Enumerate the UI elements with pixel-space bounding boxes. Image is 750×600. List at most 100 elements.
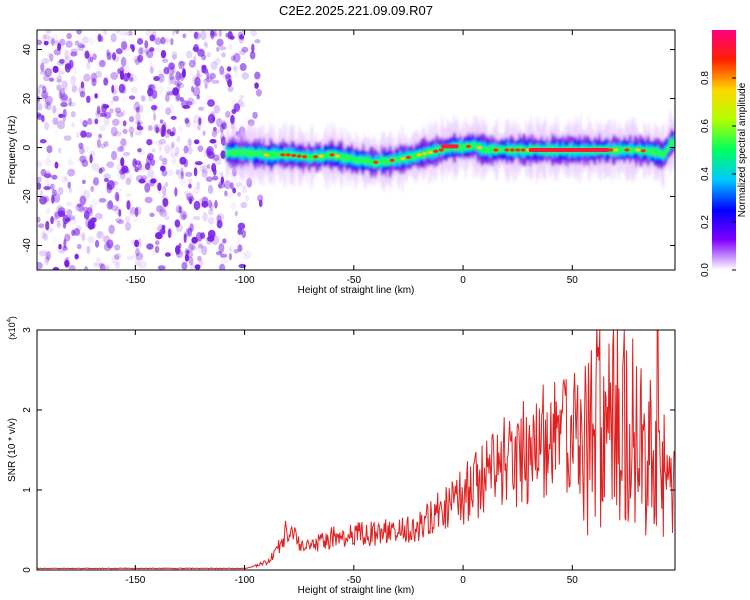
noise-dot	[213, 105, 221, 114]
noise-dot	[178, 72, 184, 79]
noise-dot	[169, 73, 174, 81]
noise-dot	[202, 211, 208, 222]
noise-dot	[161, 58, 169, 63]
noise-dot	[45, 254, 50, 263]
noise-dot	[141, 178, 147, 184]
noise-dot	[186, 97, 195, 106]
noise-dot	[132, 252, 138, 260]
noise-dot	[112, 118, 120, 127]
noise-dot	[106, 183, 112, 191]
ridge-peak	[313, 155, 319, 159]
noise-dot	[207, 217, 215, 225]
spectrogram-y-ticks: -40 -20 0 20 40	[22, 44, 675, 253]
noise-dot	[141, 95, 146, 102]
noise-dot	[215, 158, 222, 166]
x-tick-label: 50	[567, 575, 579, 586]
noise-dot	[94, 93, 98, 99]
noise-dot	[116, 153, 124, 163]
noise-dot	[130, 132, 134, 138]
noise-dot	[135, 111, 141, 122]
noise-dot	[68, 264, 76, 270]
noise-dot	[164, 182, 169, 187]
noise-dot	[122, 120, 127, 127]
noise-dot	[153, 76, 160, 82]
noise-dot	[218, 30, 222, 37]
noise-dot	[254, 82, 259, 89]
ridge-peak	[302, 155, 308, 159]
noise-dot	[60, 175, 69, 183]
snr-y-label: SNR (10 * v/v)	[7, 418, 18, 482]
colorbar-tick-label: 0.2	[700, 215, 711, 229]
noise-dot	[198, 198, 203, 207]
noise-dot	[155, 102, 163, 110]
noise-dot	[230, 55, 236, 62]
noise-dot	[78, 44, 86, 49]
noise-dot	[110, 33, 117, 43]
noise-dot	[184, 171, 193, 177]
noise-dot	[141, 175, 148, 180]
noise-dot	[183, 190, 192, 196]
noise-dot	[58, 113, 64, 119]
spectrogram-x-label: Height of straight line (km)	[298, 285, 415, 296]
noise-dot	[70, 48, 79, 54]
noise-dot	[73, 214, 78, 224]
y-tick-label: -40	[22, 238, 33, 253]
noise-dot	[150, 178, 157, 184]
noise-dot	[138, 178, 146, 184]
ridge-peak	[263, 153, 269, 157]
noise-dot	[149, 61, 153, 70]
ridge-peaks	[263, 144, 646, 164]
noise-dot	[54, 40, 63, 45]
noise-dot	[179, 156, 187, 165]
noise-dot	[68, 101, 76, 107]
noise-dot	[211, 79, 220, 84]
noise-dot	[164, 38, 170, 43]
noise-dot	[106, 49, 110, 57]
noise-dot	[126, 255, 134, 261]
ridge-peak	[476, 145, 482, 150]
noise-dot	[108, 224, 115, 235]
noise-dot	[159, 209, 168, 218]
noise-dot	[144, 48, 150, 54]
noise-dot	[37, 216, 41, 223]
noise-dot	[218, 243, 225, 253]
x-tick-label: -100	[235, 275, 255, 286]
noise-dot	[159, 204, 165, 215]
noise-dot	[53, 193, 61, 203]
noise-dot	[89, 154, 93, 164]
noise-dot	[242, 185, 248, 194]
noise-dot	[182, 214, 187, 219]
noise-dot	[222, 238, 227, 244]
noise-dot	[114, 84, 118, 92]
noise-dot	[137, 148, 142, 153]
noise-dot	[161, 185, 167, 196]
ridge-peak	[608, 148, 614, 152]
ridge-peak	[515, 148, 521, 152]
noise-dot	[114, 244, 121, 251]
noise-dot	[47, 52, 52, 58]
noise-dot	[76, 30, 82, 35]
noise-dot	[240, 251, 248, 261]
noise-dot	[153, 182, 159, 190]
ridge-peak	[389, 158, 395, 163]
noise-dot	[69, 59, 76, 68]
noise-dot	[220, 133, 225, 142]
y-tick-label: 0	[22, 144, 33, 150]
noise-dot	[41, 115, 45, 123]
noise-dot	[115, 218, 123, 224]
noise-dot	[64, 259, 70, 268]
noise-dot	[98, 262, 104, 269]
noise-dot	[79, 195, 87, 206]
noise-dot	[68, 187, 72, 193]
noise-dot	[64, 175, 68, 183]
noise-dot	[74, 253, 79, 260]
noise-dot	[220, 171, 224, 181]
noise-dot	[158, 138, 167, 145]
y-tick-label: 1	[22, 487, 33, 493]
spectrogram-frame	[36, 29, 676, 271]
noise-dot	[116, 162, 122, 172]
ridge-peak	[400, 156, 406, 161]
noise-dot	[100, 112, 108, 118]
noise-dot	[39, 196, 48, 205]
noise-dot	[86, 95, 91, 104]
